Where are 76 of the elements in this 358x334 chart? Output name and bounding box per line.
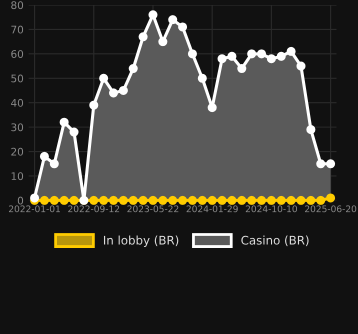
point [276, 196, 286, 205]
y-tick-label: 50 [11, 74, 24, 82]
point [266, 196, 276, 205]
x-tick-label: 2024-10-10 [246, 205, 298, 212]
legend-label: In lobby (BR) [104, 236, 178, 247]
point [247, 49, 256, 58]
point [118, 86, 128, 96]
point [30, 193, 40, 202]
point [138, 32, 148, 42]
point [50, 196, 59, 205]
point [257, 196, 266, 205]
point [158, 37, 168, 46]
point [128, 196, 138, 205]
point [247, 196, 256, 205]
point [218, 54, 227, 64]
point [286, 196, 296, 205]
point [60, 196, 69, 205]
point [266, 54, 276, 64]
y-tick-label: 20 [11, 148, 24, 156]
point [50, 159, 59, 168]
point [198, 196, 207, 205]
y-tick-label: 60 [11, 50, 24, 58]
point [227, 52, 236, 61]
x-tick-label: 2022-01-01 [8, 205, 60, 212]
point [89, 196, 98, 205]
point [138, 196, 148, 205]
x-tick-label: 2022-09-12 [68, 205, 120, 212]
y-tick-label: 80 [11, 1, 24, 10]
point [227, 196, 236, 205]
point [108, 88, 118, 98]
point [296, 196, 306, 205]
point [326, 159, 336, 168]
point [108, 196, 118, 205]
y-tick-label: 30 [11, 123, 24, 132]
point [257, 49, 266, 58]
point [286, 46, 296, 56]
x-tick-label: 2025-06-20 [305, 205, 356, 212]
point [178, 196, 188, 205]
point [237, 64, 246, 74]
y-tick-label: 10 [12, 172, 24, 180]
point [99, 74, 108, 83]
point [99, 196, 108, 205]
point [168, 15, 178, 24]
point [70, 128, 79, 137]
point [158, 196, 168, 205]
point [118, 196, 128, 205]
point [276, 52, 286, 61]
x-tick-label: 2024-01-29 [186, 205, 238, 212]
point [188, 49, 197, 58]
point [208, 103, 217, 112]
y-tick-label: 70 [11, 26, 24, 34]
point [306, 125, 316, 134]
legend-label: Casino (BR) [241, 236, 309, 246]
point [316, 196, 326, 205]
point [237, 196, 246, 205]
point [218, 196, 227, 205]
point [198, 74, 207, 83]
point [326, 193, 336, 202]
point [40, 196, 49, 205]
point [89, 100, 98, 110]
point [188, 196, 197, 205]
point [40, 152, 49, 161]
point [60, 118, 69, 127]
point [168, 196, 178, 205]
point [316, 159, 326, 168]
point [306, 196, 316, 205]
point [128, 64, 138, 74]
x-tick-label: 2023-05-22 [127, 205, 178, 212]
point [148, 196, 158, 205]
point [178, 22, 188, 32]
point [148, 10, 158, 20]
y-tick-label: 0 [18, 196, 24, 205]
y-tick-label: 40 [11, 98, 24, 107]
point [70, 196, 79, 205]
point [296, 62, 306, 71]
point [208, 196, 217, 205]
